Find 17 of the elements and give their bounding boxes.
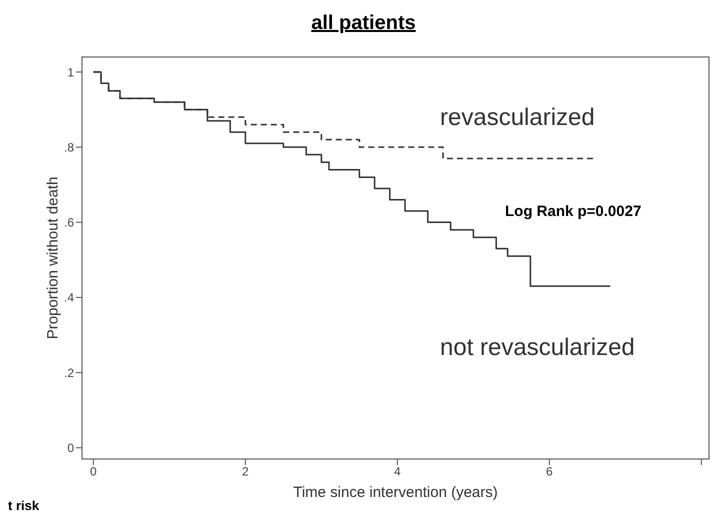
x-axis-title: Time since intervention (years) — [293, 484, 498, 501]
series-label: revascularized — [440, 104, 595, 131]
text: not revascularized — [440, 334, 635, 361]
chart-title: all patients — [310, 12, 417, 35]
y-tick-label: .6 — [64, 216, 74, 230]
y-tick-label: 0 — [67, 440, 74, 455]
annotation: Log Rank p=0.0027 — [505, 203, 642, 220]
x-tick-label: 6 — [546, 464, 554, 479]
y-tick-label: .2 — [64, 366, 74, 380]
y-tick-label: .4 — [64, 290, 74, 305]
x-tick-label: 2 — [242, 464, 250, 479]
text: t risk — [8, 498, 40, 513]
x-tick-label: 4 — [394, 464, 402, 479]
x-tick-label: 0 — [90, 464, 98, 479]
y-tick-label: .8 — [64, 140, 74, 154]
y-axis-title: Proportion without death — [44, 176, 62, 340]
y-tick-label: 1 — [67, 65, 74, 80]
